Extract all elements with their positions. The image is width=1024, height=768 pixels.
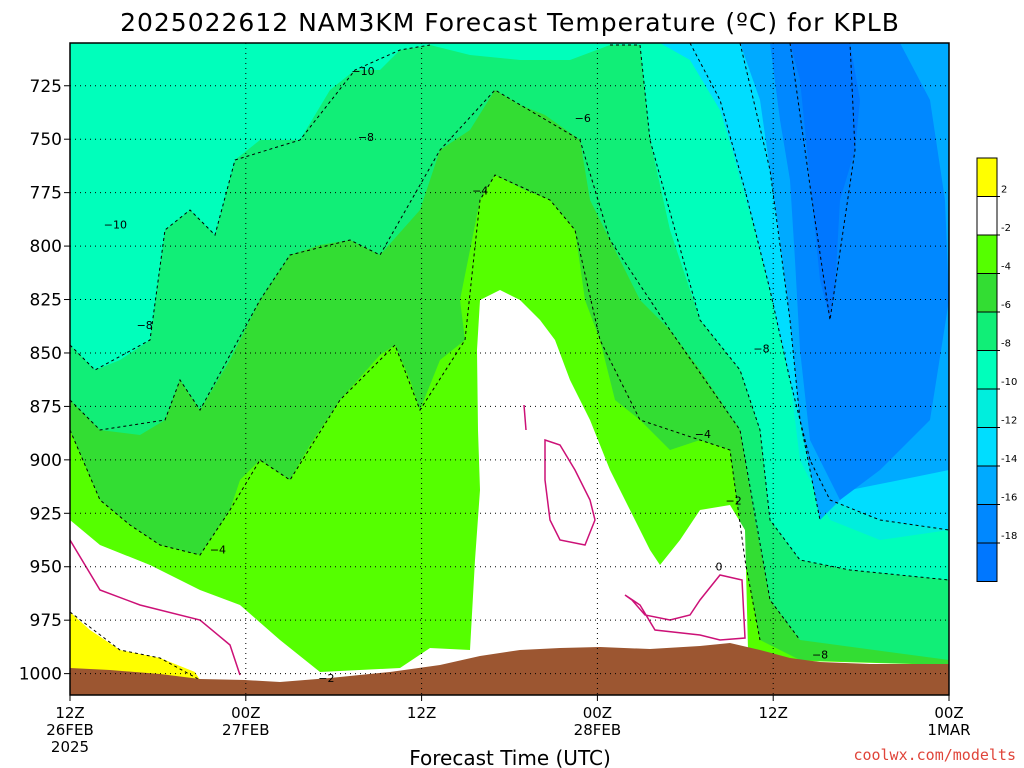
contour-label: −4 xyxy=(210,544,226,557)
y-tick-label: 950 xyxy=(30,558,62,578)
x-tick-label: 2025 xyxy=(51,738,89,756)
contour-label: 0 xyxy=(715,561,722,574)
contour-label: −2 xyxy=(726,494,742,507)
credit-text: coolwx.com/modelts xyxy=(853,746,1016,764)
colorbar-swatch xyxy=(977,235,997,274)
y-tick-label: 850 xyxy=(30,344,62,364)
x-tick-label: 12Z xyxy=(407,704,436,722)
x-axis-label: Forecast Time (UTC) xyxy=(409,746,611,768)
contour-label: −4 xyxy=(695,428,711,441)
x-tick-label: 00Z xyxy=(231,704,260,722)
x-tick-label: 1MAR xyxy=(927,721,970,739)
x-tick-label: 00Z xyxy=(583,704,612,722)
y-tick-label: 725 xyxy=(30,77,62,97)
colorbar-label: 2 xyxy=(1001,185,1007,196)
contour-label: −8 xyxy=(753,343,769,356)
x-tick-label: 12Z xyxy=(55,704,84,722)
x-tick-label: 28FEB xyxy=(574,721,621,739)
contour-label: −10 xyxy=(351,65,374,78)
y-tick-label: 900 xyxy=(30,451,62,471)
colorbar-swatch xyxy=(977,158,997,197)
y-tick-label: 750 xyxy=(30,130,62,150)
contour-label: −8 xyxy=(812,648,828,661)
colorbar-swatch xyxy=(977,543,997,582)
region-below-minus18 xyxy=(790,43,860,320)
y-axis: 725 750 775 800 825 850 875 900 925 950 975 1000 xyxy=(19,77,70,685)
ground-terrain xyxy=(70,643,949,695)
colorbar-label: -2 xyxy=(1001,223,1011,234)
y-tick-label: 800 xyxy=(30,237,62,257)
contour-label: −6 xyxy=(575,112,591,125)
colorbar-swatch xyxy=(977,504,997,543)
plot-area xyxy=(70,43,949,695)
contour-label: −2 xyxy=(318,672,334,685)
contour-label: −10 xyxy=(104,219,127,232)
y-tick-label: 825 xyxy=(30,291,62,311)
isotherm-lines xyxy=(70,43,949,681)
colorbar-swatch xyxy=(977,350,997,389)
freezing-lines xyxy=(70,404,746,676)
region-above-plus2 xyxy=(70,612,200,680)
colorbar: 2 -2 -4 -6 -8 -10 -12 -14 -16 -18 xyxy=(976,157,1017,582)
colorbar-label: -4 xyxy=(1001,262,1011,273)
colorbar-swatch xyxy=(977,273,997,312)
colorbar-swatch xyxy=(977,427,997,466)
colorbar-label: -10 xyxy=(1001,377,1017,388)
contour-labels: −10 −8 −6 −4 −10 −8 −8 −4 −2 −4 0 −8 −2 xyxy=(104,65,828,685)
plot-frame xyxy=(69,42,950,696)
region-minus2-to-plus2 xyxy=(70,290,949,695)
y-tick-label: 925 xyxy=(30,504,62,524)
contour-label: −4 xyxy=(472,185,488,198)
colorbar-label: -16 xyxy=(1001,493,1017,504)
colorbar-swatch xyxy=(977,312,997,351)
colorbar-label: -6 xyxy=(1001,300,1011,311)
colorbar-frame xyxy=(976,157,998,582)
colorbar-label: -8 xyxy=(1001,339,1011,350)
y-tick-label: 875 xyxy=(30,397,62,417)
colorbar-swatch xyxy=(977,466,997,505)
colorbar-label: -18 xyxy=(1001,531,1017,542)
chart-title: 2025022612 NAM3KM Forecast Temperature (… xyxy=(120,8,900,37)
contour-label: −8 xyxy=(137,319,153,332)
x-tick-label: 27FEB xyxy=(222,721,269,739)
x-tick-label: 26FEB xyxy=(46,721,93,739)
colorbar-label: -14 xyxy=(1001,454,1017,465)
colorbar-swatch xyxy=(977,389,997,428)
x-tick-label: 12Z xyxy=(759,704,788,722)
y-tick-label: 1000 xyxy=(19,665,62,685)
colorbar-label: -12 xyxy=(1001,416,1017,427)
y-tick-label: 775 xyxy=(30,184,62,204)
x-tick-label: 00Z xyxy=(934,704,963,722)
contour-label: −8 xyxy=(358,131,374,144)
colorbar-swatch xyxy=(977,196,997,235)
y-tick-label: 975 xyxy=(30,611,62,631)
grid-lines xyxy=(70,43,949,695)
